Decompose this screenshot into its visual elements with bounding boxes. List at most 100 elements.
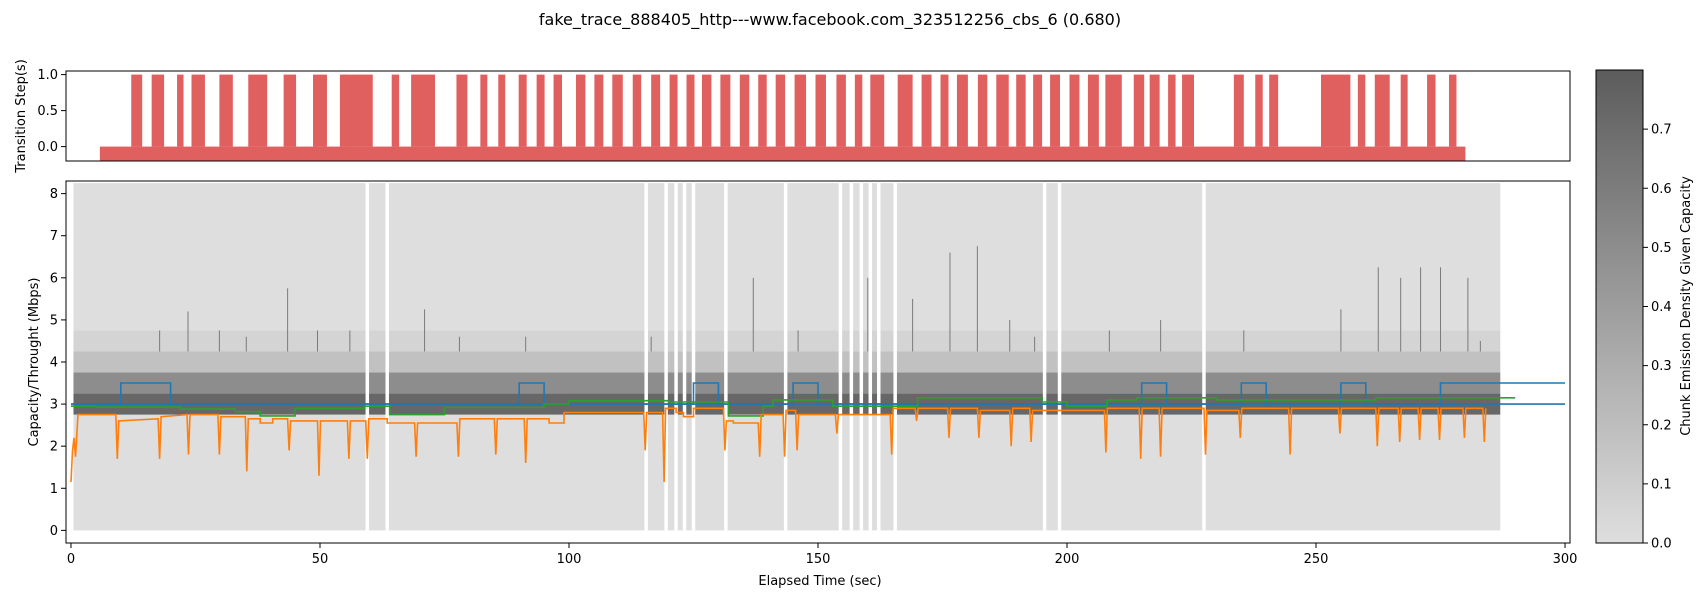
transition-bar — [794, 74, 807, 147]
transition-bar — [1357, 74, 1366, 147]
transition-y-ticks: 0.0 0.5 1.0 — [37, 68, 66, 155]
density-cell — [727, 183, 784, 331]
y-tick-label: 0.5 — [37, 104, 58, 119]
transition-bar — [498, 74, 506, 147]
density-cell — [647, 330, 665, 352]
density-cell — [853, 372, 860, 394]
y-tick-label: 7 — [50, 229, 58, 244]
density-cell — [727, 372, 784, 394]
density-cell — [880, 330, 894, 352]
colorbar-tick-label: 0.0 — [1651, 537, 1672, 552]
transition-bar — [219, 74, 233, 147]
density-cell — [1046, 351, 1058, 373]
y-tick-label: 1.0 — [37, 68, 58, 83]
capacity-series — [70, 382, 1565, 483]
density-cell — [667, 330, 675, 352]
colorbar: 0.0 0.1 0.2 0.3 0.4 0.5 0.6 0.7 Chunk Emission … — [1595, 69, 1694, 552]
x-tick-label: 250 — [1304, 552, 1329, 567]
transition-bar — [1087, 74, 1099, 147]
transition-bar — [956, 74, 968, 147]
transition-bar — [1069, 74, 1080, 147]
density-cell — [1205, 330, 1501, 352]
colorbar-ticks: 0.0 0.1 0.2 0.3 0.4 0.5 0.6 0.7 — [1643, 123, 1672, 552]
transition-bar — [456, 74, 468, 147]
series-line-0 — [71, 382, 1565, 405]
density-cell — [787, 414, 839, 531]
density-cell — [73, 351, 366, 373]
density-cell — [842, 372, 850, 394]
transition-bar — [594, 74, 604, 147]
density-cell — [787, 351, 839, 373]
density-cell — [872, 183, 878, 331]
x-tick-label: 100 — [557, 552, 582, 567]
colorbar-tick-label: 0.6 — [1651, 182, 1672, 197]
transition-bar — [313, 74, 327, 147]
transition-bar — [575, 74, 586, 147]
transition-baseline-bar — [99, 146, 1466, 161]
density-cell — [872, 351, 878, 373]
series-line-2 — [71, 397, 1516, 417]
density-cell — [369, 351, 386, 373]
density-cell — [369, 414, 386, 531]
transition-axes-frame — [65, 70, 1571, 162]
density-cell — [686, 414, 692, 531]
transition-bar — [1269, 74, 1279, 147]
density-cell — [880, 372, 894, 394]
transition-bar — [1016, 74, 1026, 147]
density-cell — [695, 414, 725, 531]
x-tick-label: 200 — [1055, 552, 1080, 567]
transition-bar — [536, 74, 545, 147]
density-cell — [872, 330, 878, 352]
density-cell — [73, 183, 366, 331]
transition-bar — [553, 74, 563, 147]
y-tick-label: 5 — [50, 313, 58, 328]
figure-title: fake_trace_888405_http---www.facebook.co… — [539, 10, 1121, 30]
transition-bar — [996, 74, 1009, 147]
transition-bar — [1050, 74, 1061, 147]
transition-bar — [1427, 74, 1436, 147]
colorbar-label: Chunk Emission Density Given Capacity — [1679, 176, 1694, 436]
density-cell — [1061, 372, 1203, 394]
density-cell — [647, 351, 665, 373]
capacity-y-ticks: 0 1 2 3 4 5 6 7 8 — [50, 187, 66, 539]
density-cell — [1046, 330, 1058, 352]
transition-bar — [131, 74, 143, 147]
density-cell — [1205, 183, 1501, 331]
density-cell — [896, 183, 1043, 331]
density-cell — [842, 414, 850, 531]
density-cell — [686, 183, 692, 331]
density-cell — [842, 330, 850, 352]
density-cell — [1205, 414, 1501, 531]
density-cell — [872, 414, 878, 531]
density-cell — [647, 414, 665, 531]
density-cell — [677, 372, 683, 394]
colorbar-tick-label: 0.2 — [1651, 418, 1672, 433]
density-cell — [842, 351, 850, 373]
colorbar-tick-label: 0.7 — [1651, 123, 1672, 138]
transition-bar — [1374, 74, 1390, 147]
density-cell — [677, 330, 683, 352]
transition-bar — [1448, 74, 1457, 147]
density-cell — [677, 414, 683, 531]
density-cell — [73, 372, 366, 394]
density-cell — [686, 351, 692, 373]
density-cell — [667, 183, 675, 331]
density-heatmap — [73, 183, 1501, 531]
transition-bar — [739, 74, 750, 147]
capacity-panel: 0 50 100 150 200 250 300 0 1 2 3 4 5 6 7 8 Elapsed Tim… — [27, 180, 1577, 589]
density-cell — [1061, 351, 1203, 373]
transition-bar — [191, 74, 205, 147]
density-cell — [842, 183, 850, 331]
density-cell — [880, 414, 894, 531]
density-cell — [853, 414, 860, 531]
transition-bar — [612, 74, 623, 147]
density-cell — [686, 330, 692, 352]
transition-bar — [897, 74, 913, 147]
colorbar-tick-label: 0.5 — [1651, 241, 1672, 256]
density-cell — [667, 351, 675, 373]
density-cell — [388, 351, 645, 373]
density-cell — [863, 372, 869, 394]
colorbar-tick-label: 0.3 — [1651, 359, 1672, 374]
y-tick-label: 6 — [50, 271, 58, 286]
density-cell — [896, 351, 1043, 373]
